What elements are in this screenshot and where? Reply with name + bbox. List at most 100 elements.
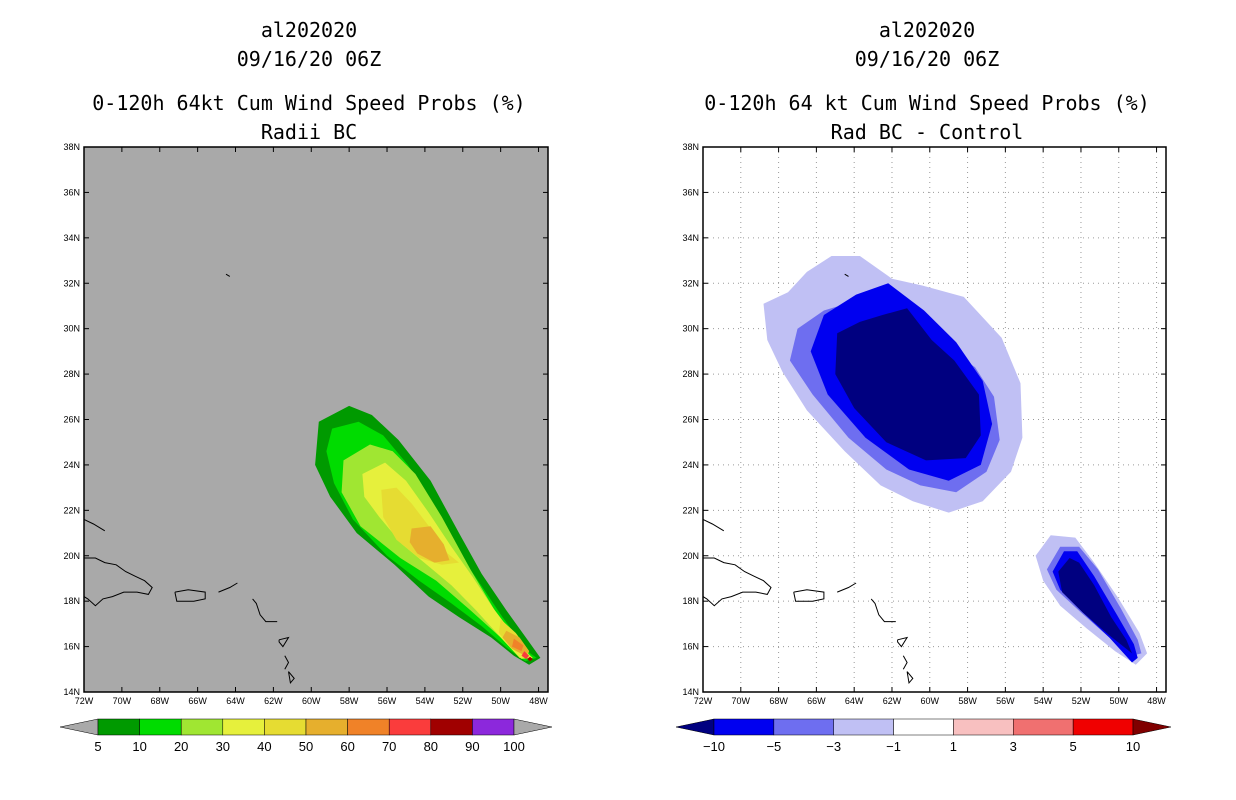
colorbar-label: 100 — [503, 739, 525, 754]
colorbar-swatch — [833, 718, 894, 736]
y-tick-label: 18N — [63, 596, 80, 606]
colorbar-swatch — [893, 718, 954, 736]
y-tick-label: 32N — [682, 278, 699, 288]
colorbar-label: 70 — [382, 739, 396, 754]
x-tick-label: 60W — [302, 696, 321, 706]
colorbar-swatch — [139, 718, 182, 736]
y-tick-label: 28N — [63, 369, 80, 379]
colorbar-label: 5 — [94, 739, 101, 754]
x-tick-label: 58W — [340, 696, 359, 706]
x-tick-label: 62W — [264, 696, 283, 706]
colorbar-high-tip — [513, 718, 553, 736]
right-map-panel: 72W 70W 68W 66W 64W 62W 60W 58W 56W 54W 52W 50W 48W 1… — [682, 142, 1167, 706]
x-tick-label: 70W — [732, 696, 751, 706]
colorbar-swatch — [1013, 718, 1074, 736]
colorbar-high-tip — [1132, 718, 1172, 736]
left-title-4: Radii BC — [261, 120, 357, 144]
colorbar-label: 20 — [174, 739, 188, 754]
colorbar-swatch — [222, 718, 265, 736]
coastline — [83, 557, 153, 607]
coastline — [702, 518, 725, 532]
x-tick-label: 52W — [454, 696, 473, 706]
colorbar-label: 10 — [1126, 739, 1140, 754]
colorbar-swatch — [713, 718, 775, 736]
colorbar-low-tip — [675, 718, 715, 736]
x-tick-label: 66W — [188, 696, 207, 706]
x-tick-label: 72W — [694, 696, 713, 706]
x-tick-label: 62W — [883, 696, 902, 706]
colorbar-swatch — [305, 718, 348, 736]
coastline — [252, 598, 278, 623]
right-colorbar: −10 −5 −3 −1 1 3 5 10 — [675, 718, 1172, 754]
y-tick-label: 24N — [682, 460, 699, 470]
contour-neg10 — [835, 308, 981, 461]
coastline — [278, 636, 290, 648]
y-tick-label: 14N — [682, 687, 699, 697]
x-tick-label: 52W — [1072, 696, 1091, 706]
coastline — [225, 273, 231, 277]
x-tick-label: 72W — [75, 696, 94, 706]
x-tick-label: 48W — [529, 696, 548, 706]
coastline — [837, 582, 857, 593]
y-tick-label: 20N — [63, 551, 80, 561]
contour-70 — [521, 651, 530, 660]
coastline — [906, 671, 914, 685]
colorbar-swatch — [264, 718, 307, 736]
colorbar-swatch — [347, 718, 390, 736]
y-tick-label: 18N — [682, 596, 699, 606]
x-tick-label: 50W — [1109, 696, 1128, 706]
colorbar-swatch — [97, 718, 140, 736]
x-tick-label: 50W — [491, 696, 510, 706]
colorbar-label: −5 — [766, 739, 781, 754]
colorbar-swatch — [773, 718, 834, 736]
y-tick-label: 26N — [63, 415, 80, 425]
y-tick-label: 36N — [63, 187, 80, 197]
left-title-3: 0-120h 64kt Cum Wind Speed Probs (%) — [92, 91, 525, 115]
x-tick-label: 64W — [226, 696, 245, 706]
coastline — [897, 636, 909, 648]
y-tick-label: 28N — [682, 369, 699, 379]
x-tick-label: 56W — [996, 696, 1015, 706]
colorbar-swatch — [388, 718, 432, 736]
y-tick-label: 30N — [682, 324, 699, 334]
left-colorbar: 5 10 20 30 40 50 60 70 80 90 100 — [59, 718, 553, 754]
y-tick-label: 16N — [682, 642, 699, 652]
coastline — [284, 655, 290, 670]
y-tick-label: 36N — [682, 187, 699, 197]
colorbar-label: 90 — [465, 739, 479, 754]
colorbar-swatch — [953, 718, 1014, 736]
colorbar-label: 5 — [1070, 739, 1077, 754]
colorbar-label: −3 — [826, 739, 841, 754]
y-tick-label: 38N — [63, 142, 80, 152]
y-tick-label: 20N — [682, 551, 699, 561]
right-title-4: Rad BC - Control — [831, 120, 1024, 144]
colorbar-low-tip — [59, 718, 99, 736]
coastline — [844, 273, 849, 277]
contour-80 — [527, 656, 533, 662]
y-tick-label: 14N — [63, 687, 80, 697]
y-tick-label: 22N — [682, 505, 699, 515]
colorbar-swatch — [472, 718, 515, 736]
x-tick-label: 56W — [378, 696, 397, 706]
colorbar-label: −10 — [703, 739, 725, 754]
x-tick-label: 54W — [416, 696, 435, 706]
y-tick-label: 26N — [682, 415, 699, 425]
contour-neg10 — [1058, 558, 1132, 654]
colorbar-label: 3 — [1010, 739, 1017, 754]
colorbar-label: 80 — [424, 739, 438, 754]
x-tick-label: 48W — [1147, 696, 1166, 706]
coastline — [218, 582, 238, 593]
coastline — [902, 655, 908, 670]
colorbar-swatch — [1072, 718, 1134, 736]
x-tick-label: 58W — [958, 696, 977, 706]
colorbar-swatch — [180, 718, 224, 736]
coastline — [83, 518, 106, 532]
right-title-2: 09/16/20 06Z — [855, 47, 1000, 71]
x-tick-label: 54W — [1034, 696, 1053, 706]
x-tick-label: 70W — [113, 696, 132, 706]
y-tick-label: 24N — [63, 460, 80, 470]
coastline — [288, 671, 295, 685]
y-tick-label: 22N — [63, 505, 80, 515]
left-title-2: 09/16/20 06Z — [237, 47, 382, 71]
